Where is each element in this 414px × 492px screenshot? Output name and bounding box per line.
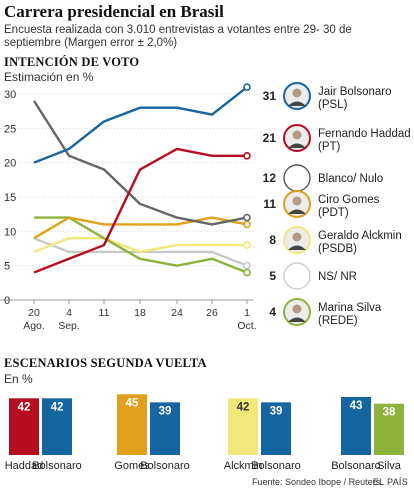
silva-portrait-icon bbox=[283, 298, 311, 326]
bar-name-label: Gomes bbox=[114, 460, 150, 472]
y-tick-label: 25 bbox=[4, 123, 16, 135]
series-end-marker-jair-bolsonaro bbox=[243, 83, 251, 91]
x-tick-label: 26 bbox=[206, 307, 218, 319]
series-end-marker-ns-nr bbox=[243, 261, 251, 270]
bar-value-label: 38 bbox=[383, 407, 396, 419]
legend-name: Geraldo Alckmin bbox=[318, 230, 402, 242]
legend-name: Jair Bolsonaro bbox=[318, 86, 392, 98]
x-tick-label: 20 bbox=[28, 307, 40, 319]
first-round-unit-label: Estimación en % bbox=[4, 70, 94, 84]
bar-name-label: Alckmin bbox=[224, 460, 263, 472]
series-line-fernando-haddad bbox=[33, 147, 247, 274]
bar-silva bbox=[374, 403, 404, 455]
legend-final-value: 21 bbox=[263, 131, 277, 145]
bar-value-label: 42 bbox=[18, 401, 31, 413]
bar-bolsonaro bbox=[150, 402, 180, 455]
second-round-bar-chart: 42 Haddad 42 Bolsonaro 45 Gomes 39 Bolsonaro 42 A… bbox=[5, 394, 404, 472]
bar-name-label: Silva bbox=[377, 460, 402, 472]
bar-gomes bbox=[117, 394, 147, 455]
haddad-portrait-icon bbox=[283, 124, 311, 152]
series-end-marker-fernando-haddad bbox=[243, 152, 251, 160]
series-end-marker-blanco-nulo bbox=[243, 213, 251, 222]
bar-bolsonaro bbox=[341, 396, 371, 455]
series-line-geraldo-alckmin bbox=[33, 236, 247, 254]
bar-value-label: 42 bbox=[237, 401, 250, 413]
bar-value-label: 39 bbox=[270, 405, 283, 417]
y-tick-label: 10 bbox=[4, 226, 16, 238]
bar-bolsonaro bbox=[42, 398, 72, 455]
blank-vote-circle-icon bbox=[283, 164, 311, 192]
legend-party: (REDE) bbox=[318, 315, 358, 327]
x-tick-label: 11 bbox=[99, 307, 110, 319]
bar-haddad bbox=[9, 398, 39, 455]
bar-name-label: Bolsonaro bbox=[32, 460, 82, 472]
bar-value-label: 39 bbox=[159, 405, 172, 417]
y-tick-label: 5 bbox=[4, 261, 10, 273]
second-round-heading: ESCENARIOS SEGUNDA VUELTA bbox=[4, 356, 207, 370]
bar-bolsonaro bbox=[261, 402, 291, 455]
series-end-marker-ciro-gomes bbox=[243, 220, 251, 229]
series-end-marker-geraldo-alckmin bbox=[243, 241, 251, 249]
x-tick-label-line2: Sep. bbox=[58, 320, 80, 332]
bar-name-label: Bolsonaro bbox=[140, 460, 190, 472]
series-line-blanco-nulo bbox=[32, 100, 248, 226]
legend-party: (PSL) bbox=[318, 99, 348, 111]
legend-final-value: 31 bbox=[263, 89, 277, 103]
alckmin-portrait-icon bbox=[283, 226, 311, 254]
legend-final-value: 4 bbox=[269, 305, 276, 319]
legend-name: Ciro Gomes bbox=[318, 194, 380, 206]
bolsonaro-portrait-icon bbox=[283, 82, 311, 110]
first-round-heading: INTENCIÓN DE VOTO bbox=[4, 55, 140, 69]
bar-value-label: 43 bbox=[350, 400, 363, 412]
x-tick-label: 1 bbox=[244, 307, 250, 319]
y-tick-label: 0 bbox=[4, 295, 10, 307]
second-round-unit-label: En % bbox=[4, 372, 33, 386]
source-note: Fuente: Sondeo Ibope / Reuters. bbox=[252, 477, 383, 487]
bar-alckmin bbox=[228, 398, 258, 455]
x-tick-label-line2: Oct. bbox=[237, 320, 256, 332]
legend-name: Blanco/ Nulo bbox=[318, 173, 383, 185]
y-tick-label: 20 bbox=[4, 158, 16, 170]
x-tick-label: 24 bbox=[171, 307, 183, 319]
x-tick-label: 4 bbox=[66, 307, 72, 319]
bar-name-label: Bolsonaro bbox=[251, 460, 301, 472]
legend-final-value: 8 bbox=[269, 233, 276, 247]
x-tick-label-line2: Ago. bbox=[23, 320, 45, 332]
x-tick-label: 18 bbox=[134, 307, 146, 319]
series-line-jair-bolsonaro bbox=[33, 86, 248, 164]
legend-party: (PDT) bbox=[318, 207, 349, 219]
bar-value-label: 45 bbox=[126, 397, 139, 409]
legend-name: Marina Silva bbox=[318, 302, 382, 314]
undecided-circle-icon bbox=[283, 262, 311, 290]
legend-name: NS/ NR bbox=[318, 271, 357, 283]
legend-final-value: 12 bbox=[263, 171, 277, 185]
y-tick-label: 15 bbox=[4, 192, 16, 204]
legend-name: Fernando Haddad bbox=[318, 128, 411, 140]
chart-title: Carrera presidencial en Brasil bbox=[4, 2, 224, 21]
series-end-marker-marina-silva bbox=[243, 268, 251, 277]
bar-value-label: 42 bbox=[51, 401, 64, 413]
chart-subtitle: Encuesta realizada con 3.010 entrevistas… bbox=[4, 24, 352, 49]
bar-name-label: Bolsonaro bbox=[331, 460, 381, 472]
gomes-portrait-icon bbox=[283, 190, 311, 218]
legend-party: (PT) bbox=[318, 141, 341, 153]
legend-party: (PSDB) bbox=[318, 243, 357, 255]
publisher-brand: EL PAÍS bbox=[372, 477, 408, 487]
legend-final-value: 5 bbox=[269, 269, 276, 283]
bar-name-label: Haddad bbox=[5, 460, 44, 472]
legend-final-value: 11 bbox=[263, 197, 276, 211]
series-line-ciro-gomes bbox=[33, 216, 248, 240]
y-tick-label: 30 bbox=[4, 89, 16, 101]
